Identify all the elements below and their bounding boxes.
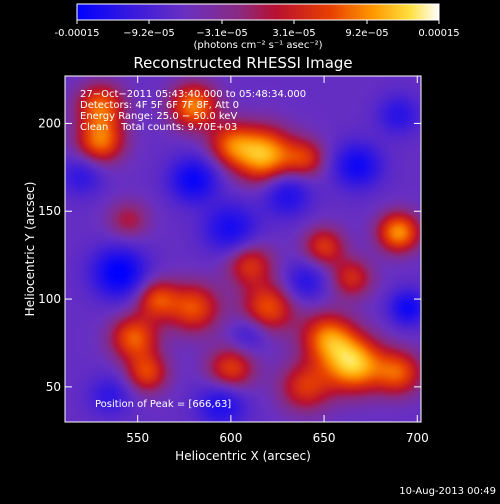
colorbar: -0.00015 −9.2e−05 −3.1e−05 3.1e−05 9.2e−… — [55, 3, 460, 51]
colorbar-tick-label: -0.00015 — [55, 28, 100, 39]
x-tick-label: 650 — [313, 431, 336, 445]
colorbar-tick-label: −9.2e−05 — [123, 28, 175, 39]
colorbar-unit-label: (photons cm⁻² s⁻¹ asec⁻²) — [193, 40, 322, 51]
annotations: 27−Oct−2011 05:43:40.000 to 05:48:34.000… — [80, 89, 306, 410]
y-tick-label: 150 — [38, 204, 61, 218]
y-axis-label: Heliocentric Y (arcsec) — [23, 182, 37, 317]
annotation-energy-range: Energy Range: 25.0 − 50.0 keV — [80, 111, 237, 122]
x-tick-label: 600 — [219, 431, 242, 445]
y-tick-label: 200 — [38, 116, 61, 130]
annotation-detectors: Detectors: 4F 5F 6F 7F 8F, Att 0 — [80, 100, 239, 111]
colorbar-tick-label: −3.1e−05 — [196, 28, 248, 39]
colorbar-tick-label: 3.1e−05 — [272, 28, 315, 39]
x-tick-label: 550 — [126, 431, 149, 445]
plot-frame — [64, 75, 422, 423]
footer-timestamp: 10-Aug-2013 00:49 — [399, 486, 496, 497]
axis-ticks: 550 600 650 700 50 100 150 200 — [38, 76, 429, 445]
x-tick-label: 700 — [406, 431, 429, 445]
annotation-time-range: 27−Oct−2011 05:43:40.000 to 05:48:34.000 — [80, 89, 306, 100]
heatmap-image — [65, 76, 421, 422]
colorbar-tick-label: 9.2e−05 — [345, 28, 388, 39]
annotation-counts: Clean Total counts: 9.70E+03 — [80, 122, 237, 133]
plot-area: 550 600 650 700 50 100 150 200 — [38, 75, 429, 445]
chart-title: Reconstructed RHESSI Image — [133, 54, 352, 72]
colorbar-gradient — [76, 3, 440, 21]
y-tick-label: 100 — [38, 292, 61, 306]
annotation-peak-position: Position of Peak = [666,63] — [95, 399, 231, 410]
colorbar-tick-label: 0.00015 — [418, 28, 459, 39]
colorbar-ticks — [76, 20, 440, 24]
x-axis-label: Heliocentric X (arcsec) — [175, 449, 311, 463]
y-tick-label: 50 — [46, 380, 61, 394]
